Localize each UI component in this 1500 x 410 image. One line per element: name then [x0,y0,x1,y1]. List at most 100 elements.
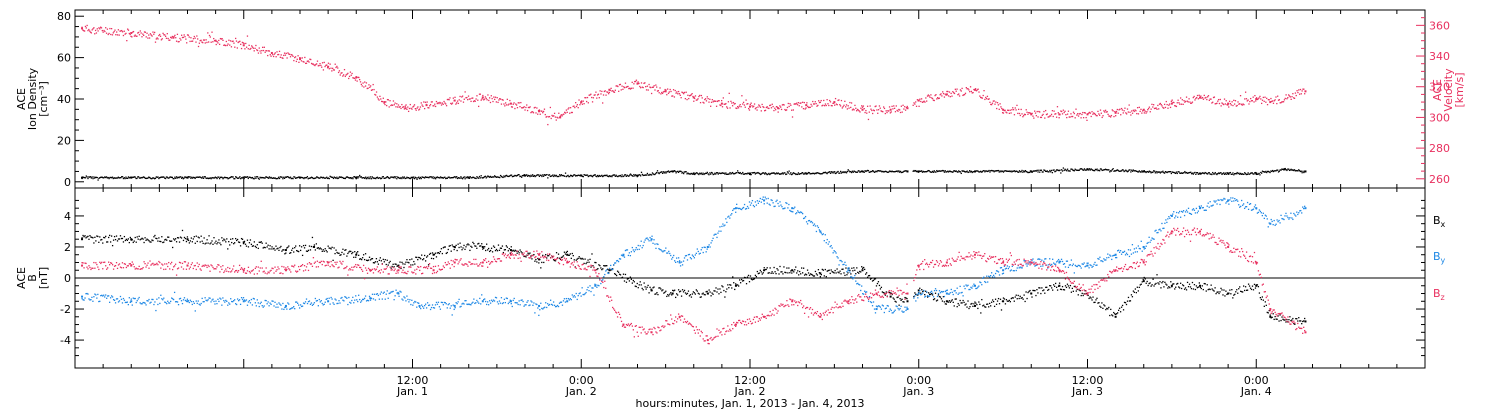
data-dot [1287,168,1290,170]
data-dot [85,293,87,295]
data-dot [1240,173,1243,175]
data-dot [1109,314,1111,317]
data-dot [1220,105,1222,107]
data-dot [930,171,932,173]
data-point [777,107,780,110]
data-dot [928,95,930,97]
data-dot [202,39,205,41]
data-dot [751,279,754,281]
data-dot [1007,109,1009,111]
data-dot [867,169,870,172]
data-dot [1048,171,1050,173]
data-dot [450,177,453,179]
data-dot [521,174,524,177]
data-dot [873,171,876,173]
data-dot [355,256,357,258]
data-dot [185,240,188,243]
data-dot [293,59,295,62]
data-dot [155,176,157,178]
data-dot [1169,171,1171,173]
data-dot [91,176,93,178]
data-dot [942,92,945,95]
data-dot [445,303,447,305]
data-dot [1258,292,1261,294]
data-dot [235,303,238,306]
data-dot [460,246,462,248]
data-dot [806,269,809,271]
data-dot [1134,288,1137,290]
data-dot [1142,278,1144,281]
data-dot [1092,113,1094,115]
data-dot [303,61,305,63]
data-dot [846,170,849,173]
data-dot [1259,174,1261,176]
data-dot [415,256,417,258]
data-dot [389,177,391,179]
data-dot [861,170,864,172]
data-dot [121,29,123,32]
data-dot [178,241,181,243]
data-dot [375,177,378,179]
data-dot [89,234,91,237]
data-dot [557,253,560,255]
data-dot [1194,171,1196,174]
data-dot [382,258,384,261]
data-dot [950,300,952,302]
data-dot [865,272,868,274]
data-dot [553,174,556,176]
data-dot [351,252,353,255]
data-dot [1255,171,1257,174]
data-dot [295,177,298,179]
data-dot [684,171,687,173]
data-dot [986,95,989,98]
data-dot [629,276,632,278]
data-dot [1118,307,1121,309]
data-dot [503,103,505,105]
data-dot [714,290,716,292]
data-dot [1260,171,1262,174]
data-dot [1120,114,1122,116]
data-dot [537,113,539,115]
data-dot [667,293,669,296]
data-dot [868,111,870,113]
data-dot [959,299,961,302]
data-dot [706,96,708,98]
data-dot [762,172,764,174]
data-dot [386,290,388,292]
data-dot [154,234,156,237]
data-dot [729,107,731,109]
data-dot [822,104,824,106]
data-dot [1055,113,1057,115]
data-dot [507,302,509,305]
data-dot [133,240,135,242]
data-dot [329,175,331,177]
data-dot [314,297,317,300]
data-dot [390,267,392,269]
data-dot [947,90,949,93]
data-dot [1179,103,1181,105]
data-dot [203,237,205,239]
data-dot [1299,320,1301,322]
data-dot [1193,284,1196,286]
data-dot [417,302,419,304]
data-dot [1094,301,1096,303]
data-dot [1246,289,1249,291]
data-dot [768,272,770,274]
data-dot [251,45,253,47]
data-dot [392,100,395,102]
data-dot [90,32,93,34]
data-dot [537,174,540,176]
data-dot [1115,313,1117,316]
data-dot [1188,172,1190,174]
data-dot [1053,110,1055,112]
data-dot [720,99,723,102]
data-dot [665,172,667,174]
data-dot [895,301,897,303]
data-dot [364,85,367,87]
data-dot [1007,170,1009,172]
data-dot [539,113,541,115]
data-dot [267,176,269,179]
data-dot [750,278,753,280]
data-dot [81,237,83,239]
data-dot [812,100,814,103]
